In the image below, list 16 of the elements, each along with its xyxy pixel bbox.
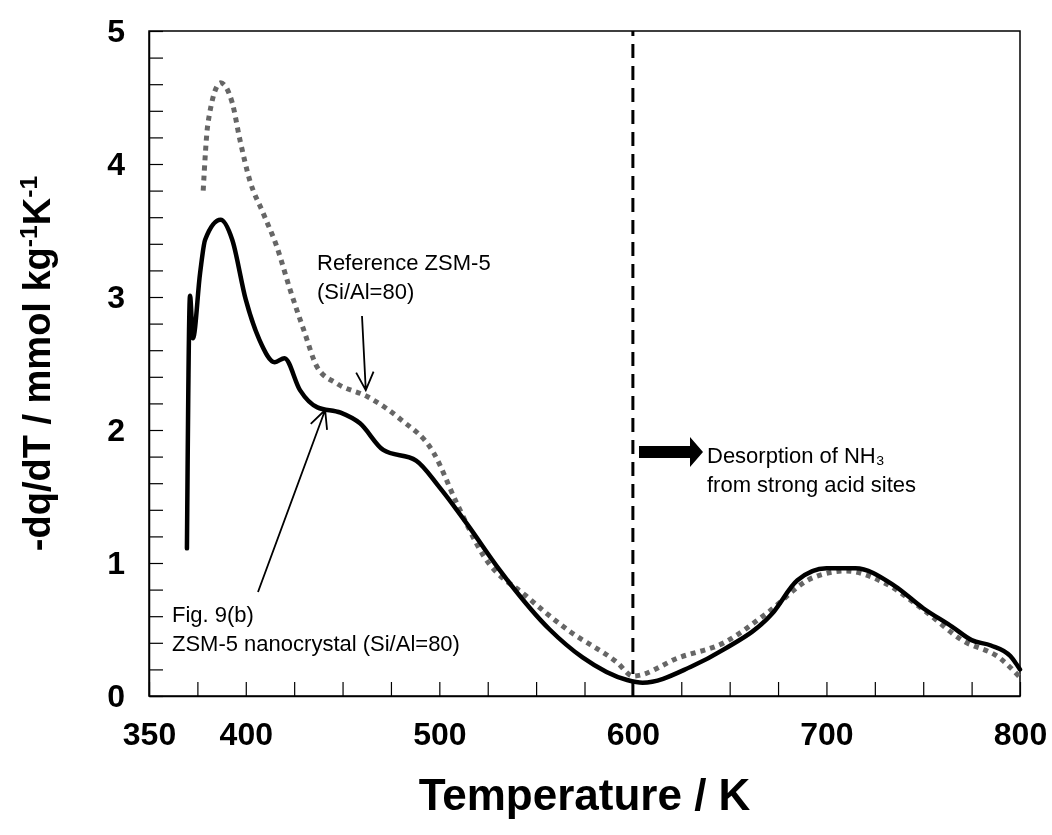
x-tick-label: 800 bbox=[993, 715, 1048, 752]
x-tick-label: 600 bbox=[606, 715, 661, 752]
y-tick-label: 2 bbox=[107, 411, 125, 448]
y-tick-label: 3 bbox=[107, 278, 125, 315]
x-axis-title: Temperature / K bbox=[418, 770, 751, 819]
annotation: Reference ZSM-5 (Si/Al=80) bbox=[317, 250, 491, 304]
y-tick-label: 5 bbox=[107, 12, 125, 49]
x-tick-label: 700 bbox=[800, 715, 854, 752]
annotation: Fig. 9(b) ZSM-5 nanocrystal (Si/Al=80) bbox=[172, 602, 460, 656]
y-tick-label: 4 bbox=[107, 145, 126, 182]
x-tick-label: 500 bbox=[413, 715, 467, 752]
x-tick-label: 350 bbox=[122, 715, 177, 752]
x-tick-label: 400 bbox=[219, 715, 273, 752]
y-tick-label: 1 bbox=[107, 544, 125, 581]
y-tick-label: 0 bbox=[107, 677, 125, 714]
annotation: Desorption of NH₃ from strong acid sites bbox=[707, 443, 917, 497]
